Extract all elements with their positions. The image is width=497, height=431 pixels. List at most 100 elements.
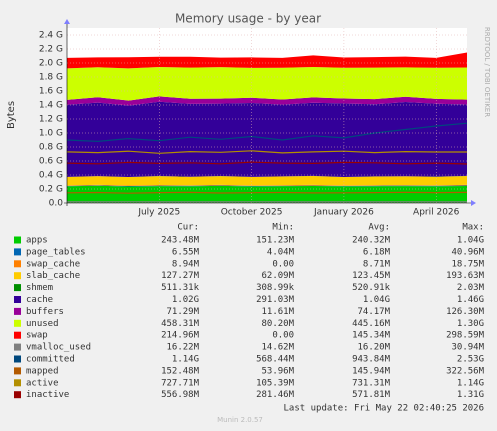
version: Munin 2.0.57 xyxy=(217,416,263,424)
y-tick-label: 0.2 G xyxy=(39,185,63,195)
legend-avg: 240.32M xyxy=(352,236,391,246)
legend: Cur: Min: Avg: Max: apps 243.48M 151.23M 240.32… xyxy=(14,223,485,400)
y-tick-label: 1.8 G xyxy=(39,73,63,83)
x-axis-arrow xyxy=(471,200,476,206)
legend-max: 1.31G xyxy=(457,390,484,400)
y-axis-label: Bytes xyxy=(6,101,17,129)
y-tick-label: 1.6 G xyxy=(39,87,63,97)
legend-avg: 145.94M xyxy=(352,366,391,376)
legend-swatch xyxy=(14,331,21,339)
y-tick-label: 2.2 G xyxy=(39,45,63,55)
legend-swatch xyxy=(14,391,21,399)
y-tick-label: 2.4 G xyxy=(39,31,63,41)
last-update: Last update: Fri May 22 02:40:25 2026 xyxy=(284,404,484,414)
legend-cur: 727.71M xyxy=(161,378,200,388)
y-tick-label: 1.4 G xyxy=(39,101,63,111)
y-tick-label: 1.2 G xyxy=(39,115,63,125)
legend-avg: 6.18M xyxy=(363,247,391,257)
legend-avg: 1.04G xyxy=(363,295,390,305)
line-committed xyxy=(66,122,468,143)
legend-header: Avg: xyxy=(368,223,390,233)
legend-header: Cur: xyxy=(177,223,199,233)
legend-min: 105.39M xyxy=(256,378,295,388)
legend-name: mapped xyxy=(26,366,59,376)
y-tick-label: 0.0 xyxy=(49,199,64,209)
legend-min: 291.03M xyxy=(256,295,295,305)
legend-cur: 1.14G xyxy=(172,355,199,365)
legend-avg: 731.31M xyxy=(352,378,391,388)
area-slab-cache xyxy=(67,176,467,186)
legend-header: Max: xyxy=(462,223,484,233)
legend-max: 30.94M xyxy=(451,343,484,353)
legend-name: shmem xyxy=(26,283,53,293)
legend-max: 1.14G xyxy=(457,378,484,388)
legend-swatch xyxy=(14,367,21,375)
line-inactive xyxy=(66,161,468,165)
legend-name: unused xyxy=(26,319,59,329)
legend-cur: 152.48M xyxy=(161,366,200,376)
area-swap-cache xyxy=(67,184,467,186)
legend-cur: 1.02G xyxy=(172,295,199,305)
legend-avg: 74.17M xyxy=(357,307,390,317)
area-unused xyxy=(67,67,467,101)
legend-min: 0.00 xyxy=(272,259,294,269)
line-mapped xyxy=(66,191,468,194)
legend-max: 40.96M xyxy=(451,247,484,257)
x-tick-label: April 2026 xyxy=(413,208,460,218)
legend-max: 126.30M xyxy=(446,307,485,317)
legend-min: 14.62M xyxy=(261,343,294,353)
legend-avg: 445.16M xyxy=(352,319,391,329)
legend-name: inactive xyxy=(26,390,69,400)
legend-avg: 8.71M xyxy=(363,259,391,269)
legend-cur: 127.27M xyxy=(161,271,200,281)
legend-max: 193.63M xyxy=(446,271,485,281)
legend-min: 4.04M xyxy=(267,247,295,257)
legend-swatch xyxy=(14,260,21,268)
legend-max: 298.59M xyxy=(446,331,485,341)
legend-min: 80.20M xyxy=(261,319,294,329)
legend-max: 1.46G xyxy=(457,295,484,305)
legend-cur: 243.48M xyxy=(161,236,200,246)
legend-min: 568.44M xyxy=(256,355,295,365)
x-tick-label: July 2025 xyxy=(137,208,180,218)
legend-cur: 458.31M xyxy=(161,319,200,329)
area-cache xyxy=(67,101,467,177)
legend-swatch xyxy=(14,379,21,387)
legend-name: swap xyxy=(26,331,48,341)
legend-swatch xyxy=(14,236,21,244)
area-swap xyxy=(67,52,467,69)
legend-name: vmalloc_used xyxy=(26,343,91,353)
x-tick-label: October 2025 xyxy=(221,208,283,218)
legend-swatch xyxy=(14,272,21,280)
area-page-tables xyxy=(67,185,467,187)
legend-swatch xyxy=(14,248,21,256)
legend-name: buffers xyxy=(26,307,64,317)
legend-avg: 943.84M xyxy=(352,355,391,365)
legend-cur: 71.29M xyxy=(166,307,199,317)
y-tick-label: 0.6 G xyxy=(39,157,63,167)
legend-cur: 6.55M xyxy=(172,247,200,257)
legend-swatch xyxy=(14,284,21,292)
legend-max: 1.30G xyxy=(457,319,484,329)
area-shmem xyxy=(67,175,467,177)
legend-swatch xyxy=(14,307,21,315)
legend-name: active xyxy=(26,378,59,388)
legend-min: 281.46M xyxy=(256,390,295,400)
legend-swatch xyxy=(14,355,21,363)
legend-avg: 571.81M xyxy=(352,390,391,400)
legend-name: slab_cache xyxy=(26,271,80,281)
y-tick-label: 2.0 G xyxy=(39,59,63,69)
side-label: RRDTOOL / TOBI OETIKER xyxy=(483,27,491,117)
line-active xyxy=(66,150,467,154)
legend-avg: 123.45M xyxy=(352,271,391,281)
legend-min: 11.61M xyxy=(261,307,294,317)
legend-min: 308.99k xyxy=(256,283,295,293)
y-tick-label: 1.0 G xyxy=(39,129,63,139)
legend-name: apps xyxy=(26,236,48,246)
legend-max: 322.56M xyxy=(446,366,485,376)
legend-cur: 8.94M xyxy=(172,259,200,269)
legend-min: 151.23M xyxy=(256,236,295,246)
y-tick-label: 0.4 G xyxy=(39,171,63,181)
